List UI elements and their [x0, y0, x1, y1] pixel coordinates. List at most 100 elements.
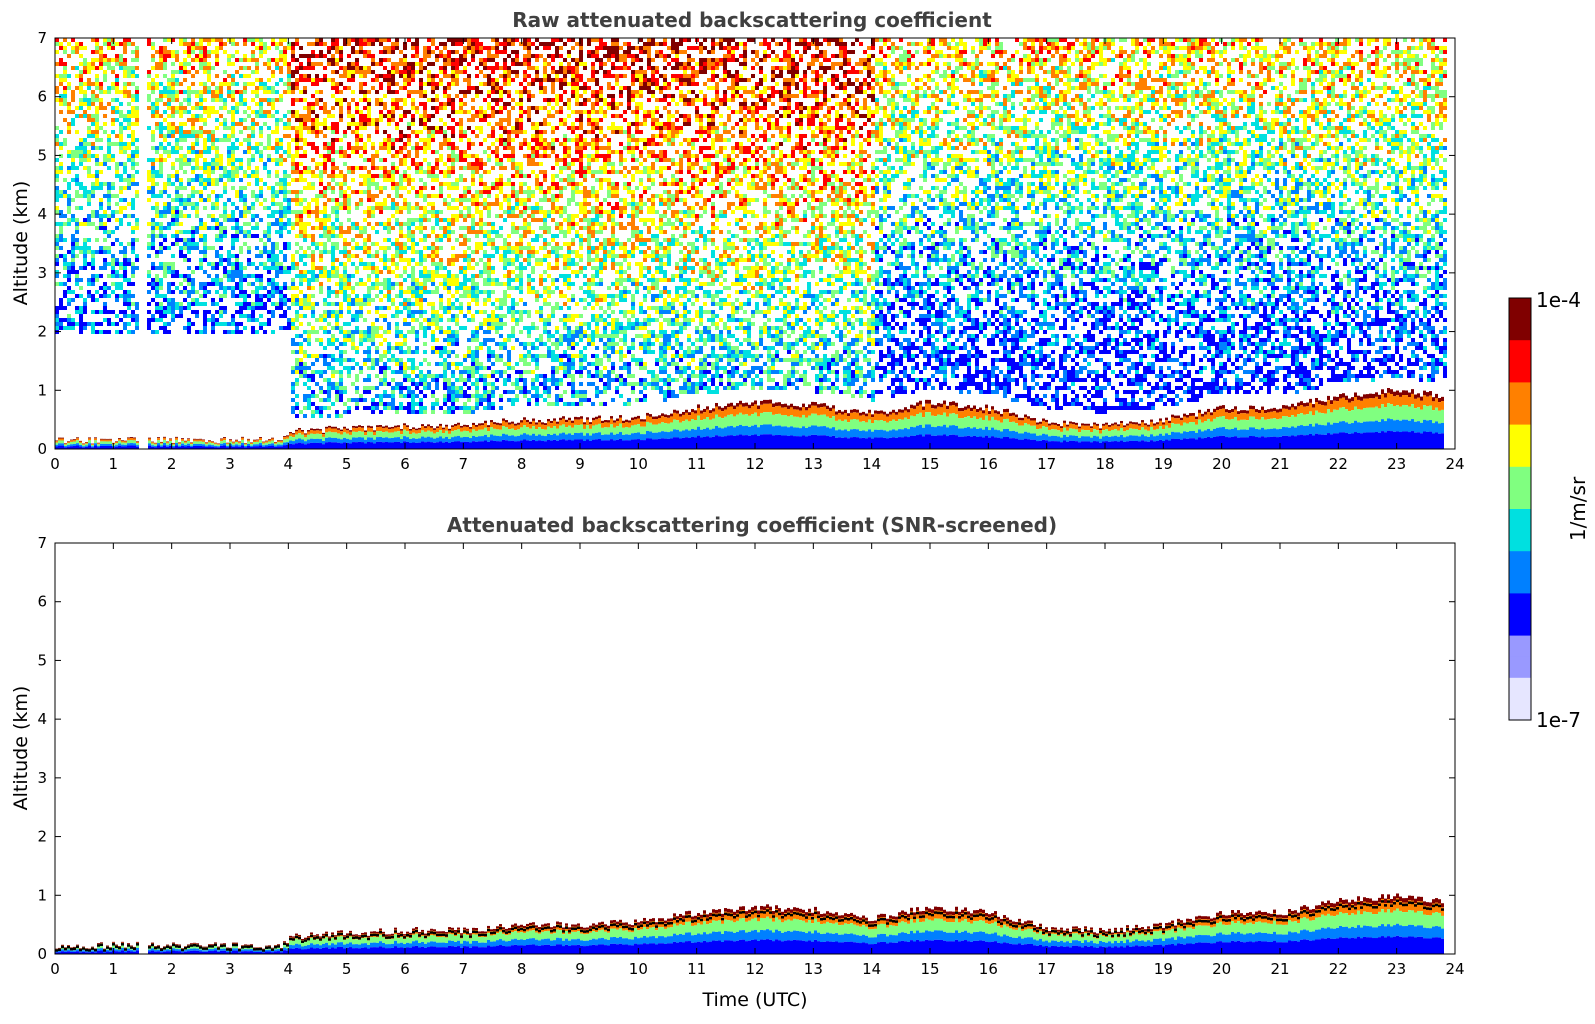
noise-cell [451, 182, 455, 186]
noise-cell [439, 346, 443, 350]
noise-cell [151, 46, 155, 50]
noise-cell [95, 170, 99, 174]
noise-cell [383, 362, 387, 366]
noise-cell [379, 190, 383, 194]
noise-cell [443, 62, 447, 66]
noise-cell [279, 298, 283, 302]
noise-cell [99, 246, 103, 250]
noise-cell [207, 310, 211, 314]
noise-cell [323, 230, 327, 234]
noise-cell [339, 98, 343, 102]
noise-cell [427, 46, 431, 50]
noise-cell [99, 46, 103, 50]
noise-cell [443, 102, 447, 106]
noise-cell [223, 214, 227, 218]
noise-cell [83, 46, 87, 50]
noise-cell [367, 38, 371, 42]
noise-cell [131, 74, 135, 78]
noise-cell [435, 130, 439, 134]
noise-cell [419, 362, 423, 366]
noise-cell [419, 170, 423, 174]
noise-cell [311, 390, 315, 394]
noise-cell [467, 190, 471, 194]
noise-cell [363, 398, 367, 402]
noise-cell [407, 82, 411, 86]
noise-cell [215, 90, 219, 94]
noise-cell [367, 326, 371, 330]
noise-cell [423, 218, 427, 222]
noise-cell [467, 346, 471, 350]
noise-cell [107, 202, 111, 206]
noise-cell [83, 70, 87, 74]
noise-cell [267, 318, 271, 322]
noise-cell [399, 382, 403, 386]
noise-cell [151, 138, 155, 142]
noise-cell [227, 162, 231, 166]
noise-cell [63, 306, 67, 310]
noise-cell [499, 126, 503, 130]
noise-cell [311, 226, 315, 230]
noise-cell [443, 398, 447, 402]
noise-cell [447, 146, 451, 150]
noise-cell [247, 134, 251, 138]
noise-cell [355, 222, 359, 226]
noise-cell [427, 54, 431, 58]
noise-cell [55, 234, 59, 238]
noise-cell [407, 358, 411, 362]
noise-cell [187, 158, 191, 162]
noise-cell [259, 154, 263, 158]
noise-cell [79, 314, 83, 318]
noise-cell [303, 118, 307, 122]
noise-cell [95, 214, 99, 218]
noise-cell [471, 298, 475, 302]
noise-cell [295, 250, 299, 254]
noise-cell [487, 50, 491, 54]
noise-cell [323, 266, 327, 270]
noise-cell [75, 278, 79, 282]
noise-cell [251, 234, 255, 238]
noise-cell [455, 214, 459, 218]
noise-cell [411, 370, 415, 374]
noise-cell [255, 46, 259, 50]
noise-cell [191, 298, 195, 302]
noise-cell [99, 102, 103, 106]
noise-cell [451, 166, 455, 170]
noise-cell [283, 54, 287, 58]
noise-cell [463, 242, 467, 246]
noise-cell [283, 254, 287, 258]
noise-cell [235, 302, 239, 306]
noise-cell [487, 294, 491, 298]
noise-cell [95, 130, 99, 134]
noise-cell [403, 374, 407, 378]
noise-cell [379, 306, 383, 310]
noise-cell [375, 166, 379, 170]
noise-cell [371, 334, 375, 338]
noise-cell [239, 274, 243, 278]
noise-cell [159, 50, 163, 54]
noise-cell [91, 310, 95, 314]
noise-cell [351, 330, 355, 334]
noise-cell [203, 234, 207, 238]
noise-cell [243, 102, 247, 106]
noise-cell [331, 146, 335, 150]
noise-cell [431, 274, 435, 278]
noise-cell [111, 158, 115, 162]
noise-cell [347, 114, 351, 118]
noise-cell [79, 330, 83, 334]
noise-cell [207, 50, 211, 54]
noise-cell [179, 310, 183, 314]
noise-cell [435, 398, 439, 402]
noise-cell [431, 410, 435, 414]
noise-cell [211, 322, 215, 326]
noise-cell [463, 166, 467, 170]
noise-cell [135, 254, 139, 258]
noise-cell [347, 398, 351, 402]
noise-cell [479, 110, 483, 114]
noise-cell [443, 174, 447, 178]
noise-cell [175, 274, 179, 278]
noise-cell [111, 266, 115, 270]
noise-cell [363, 338, 367, 342]
noise-cell [187, 214, 191, 218]
noise-cell [447, 398, 451, 402]
noise-cell [439, 314, 443, 318]
